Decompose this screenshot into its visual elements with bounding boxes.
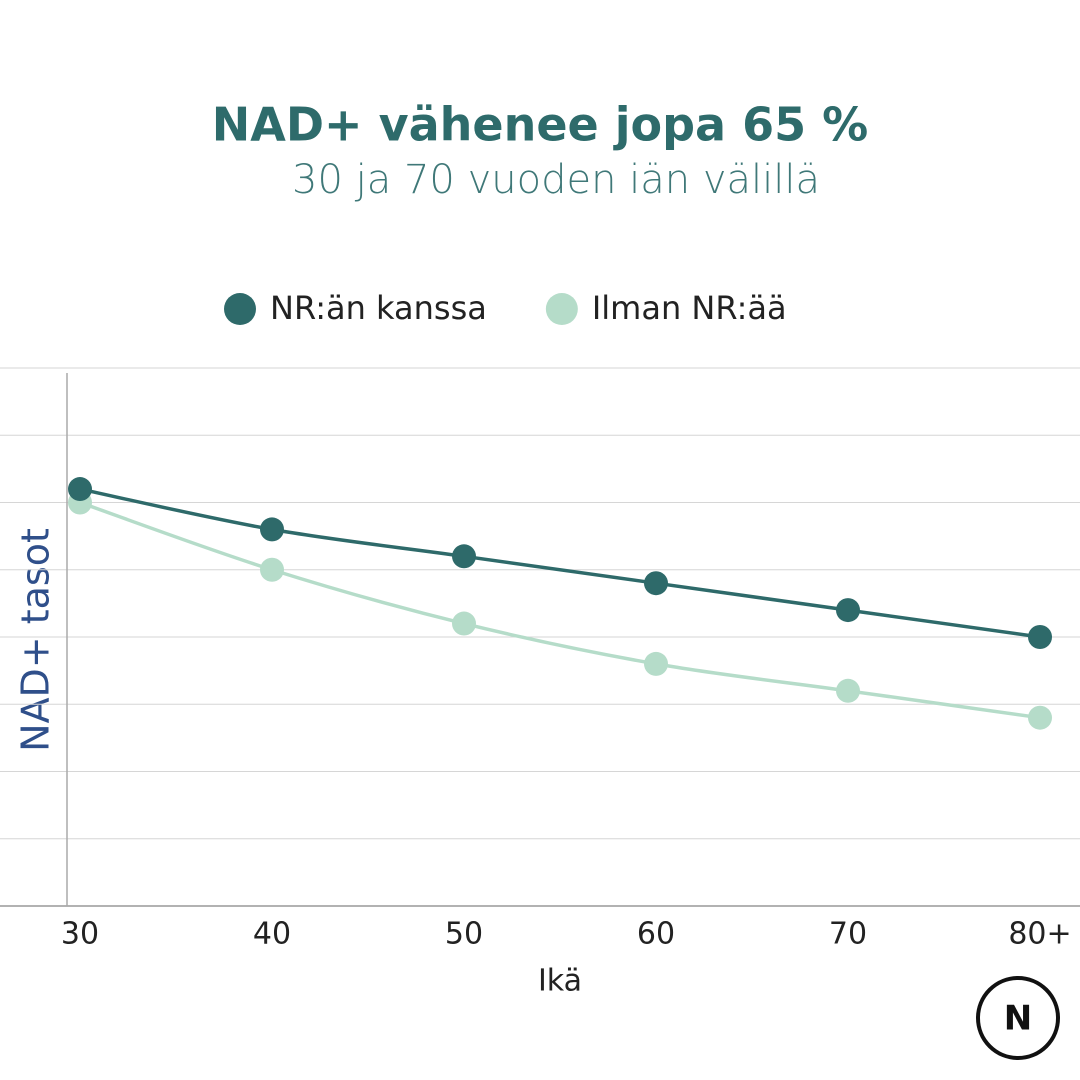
x-tick-label: 50 bbox=[445, 917, 483, 952]
data-point bbox=[68, 477, 92, 502]
data-point bbox=[836, 678, 860, 703]
x-tick-label: 70 bbox=[829, 917, 867, 952]
data-point bbox=[1028, 705, 1052, 730]
logo-ring bbox=[976, 976, 1060, 1060]
legend-marker bbox=[224, 293, 256, 325]
chart-subtitle: 30 ja 70 vuoden iän välillä bbox=[292, 157, 820, 203]
data-point bbox=[836, 598, 860, 623]
chart-title: NAD+ vähenee jopa 65 % bbox=[212, 98, 868, 152]
x-axis-title: Ikä bbox=[538, 964, 582, 999]
data-point bbox=[452, 544, 476, 569]
data-point bbox=[260, 557, 284, 582]
data-point bbox=[260, 517, 284, 542]
data-point bbox=[452, 611, 476, 636]
data-point bbox=[644, 571, 668, 596]
y-axis-title: NAD+ tasot bbox=[14, 528, 58, 752]
legend-label: Ilman NR:ää bbox=[592, 289, 787, 327]
data-point bbox=[1028, 625, 1052, 649]
x-tick-label: 80+ bbox=[1008, 917, 1071, 952]
data-point bbox=[644, 651, 668, 676]
x-tick-label: 40 bbox=[253, 917, 291, 952]
legend-marker bbox=[545, 293, 578, 325]
x-tick-label: 60 bbox=[637, 917, 675, 952]
logo: N bbox=[1004, 999, 1032, 1039]
x-tick-label: 30 bbox=[61, 917, 99, 952]
series-line bbox=[79, 487, 1041, 639]
legend-label: NR:än kanssa bbox=[270, 289, 487, 327]
series-line bbox=[79, 500, 1041, 720]
